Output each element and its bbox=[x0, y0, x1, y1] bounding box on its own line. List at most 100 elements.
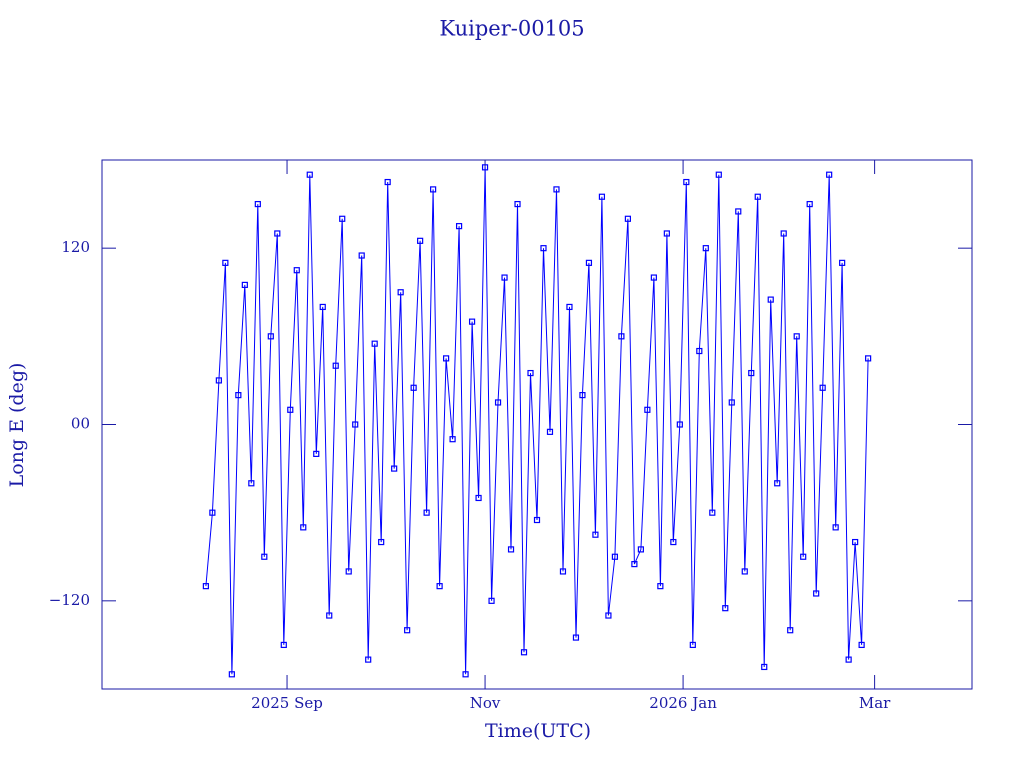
data-point bbox=[462, 671, 469, 678]
data-point bbox=[423, 509, 430, 516]
data-point bbox=[540, 245, 547, 252]
data-point bbox=[520, 649, 528, 656]
data-point bbox=[702, 245, 709, 252]
data-point bbox=[443, 355, 450, 362]
data-point bbox=[663, 230, 670, 237]
data-point bbox=[553, 186, 560, 193]
data-point bbox=[566, 303, 573, 311]
data-point bbox=[345, 568, 352, 575]
data-point bbox=[384, 178, 391, 186]
x-tick-label: 2025 Sep bbox=[251, 694, 323, 712]
data-point bbox=[468, 318, 476, 325]
data-point bbox=[572, 634, 580, 641]
data-point bbox=[501, 274, 508, 281]
data-point bbox=[449, 436, 456, 443]
data-point bbox=[761, 663, 768, 671]
data-point bbox=[455, 223, 463, 230]
data-point bbox=[326, 612, 333, 619]
data-point bbox=[715, 171, 722, 178]
data-point bbox=[624, 215, 631, 222]
x-tick-label: Mar bbox=[859, 694, 891, 712]
data-point bbox=[819, 384, 826, 391]
data-point bbox=[865, 355, 872, 362]
data-point bbox=[631, 560, 638, 568]
data-point bbox=[689, 641, 696, 649]
data-point bbox=[683, 178, 690, 186]
data-point bbox=[650, 274, 657, 281]
data-point bbox=[228, 671, 235, 678]
data-point bbox=[378, 538, 385, 546]
data-point bbox=[339, 215, 346, 222]
x-tick-label: Nov bbox=[470, 694, 501, 712]
data-point bbox=[728, 399, 735, 406]
data-point bbox=[800, 553, 807, 560]
data-point bbox=[709, 509, 716, 516]
data-point bbox=[559, 568, 567, 575]
data-point bbox=[767, 296, 774, 303]
data-point bbox=[793, 333, 800, 340]
data-point bbox=[261, 553, 268, 560]
data-point bbox=[494, 399, 502, 406]
data-point bbox=[293, 267, 300, 274]
data-point bbox=[417, 237, 424, 244]
data-point bbox=[754, 193, 761, 200]
data-line bbox=[205, 167, 869, 675]
data-point bbox=[209, 509, 216, 516]
data-point bbox=[507, 546, 515, 553]
data-point bbox=[774, 480, 781, 487]
data-point bbox=[858, 641, 865, 649]
y-tick-label: 00 bbox=[71, 415, 90, 433]
data-point bbox=[475, 494, 482, 502]
data-point bbox=[397, 289, 404, 296]
data-point bbox=[839, 259, 846, 266]
data-point bbox=[618, 333, 625, 340]
data-point bbox=[391, 465, 398, 472]
data-point bbox=[826, 171, 833, 178]
plot-frame bbox=[101, 159, 973, 690]
data-point bbox=[813, 590, 820, 597]
y-tick-label: 120 bbox=[61, 238, 90, 256]
data-point bbox=[365, 656, 372, 663]
data-point bbox=[274, 230, 281, 237]
data-point bbox=[845, 656, 852, 663]
data-point bbox=[657, 583, 664, 590]
data-point bbox=[579, 392, 586, 399]
data-point bbox=[852, 538, 859, 546]
data-point bbox=[748, 369, 755, 377]
data-point bbox=[371, 340, 378, 347]
data-point bbox=[676, 421, 683, 428]
data-point bbox=[254, 200, 261, 208]
data-point bbox=[585, 259, 593, 266]
data-point bbox=[300, 524, 307, 531]
data-point bbox=[488, 597, 495, 604]
data-point bbox=[248, 480, 255, 487]
data-point bbox=[404, 627, 411, 634]
data-point bbox=[637, 546, 644, 553]
data-point bbox=[222, 259, 229, 266]
data-point bbox=[611, 553, 619, 560]
data-point bbox=[267, 333, 274, 340]
data-point bbox=[514, 200, 521, 208]
data-point bbox=[306, 171, 313, 178]
data-point bbox=[241, 281, 248, 289]
data-point bbox=[332, 362, 339, 369]
data-point bbox=[592, 531, 599, 538]
data-point bbox=[358, 252, 365, 259]
data-point bbox=[287, 406, 294, 413]
data-point bbox=[313, 450, 320, 457]
data-point bbox=[319, 303, 326, 311]
data-point bbox=[235, 392, 242, 399]
data-point bbox=[722, 605, 729, 612]
data-point bbox=[202, 583, 209, 590]
data-point bbox=[598, 193, 606, 200]
data-point bbox=[533, 516, 541, 524]
data-point bbox=[787, 627, 794, 634]
data-point bbox=[696, 347, 703, 355]
data-point bbox=[832, 524, 839, 531]
data-point bbox=[280, 641, 287, 649]
data-point bbox=[527, 369, 534, 377]
y-axis-title: Long E (deg) bbox=[6, 363, 28, 488]
data-point bbox=[215, 377, 222, 384]
data-point bbox=[436, 583, 443, 590]
